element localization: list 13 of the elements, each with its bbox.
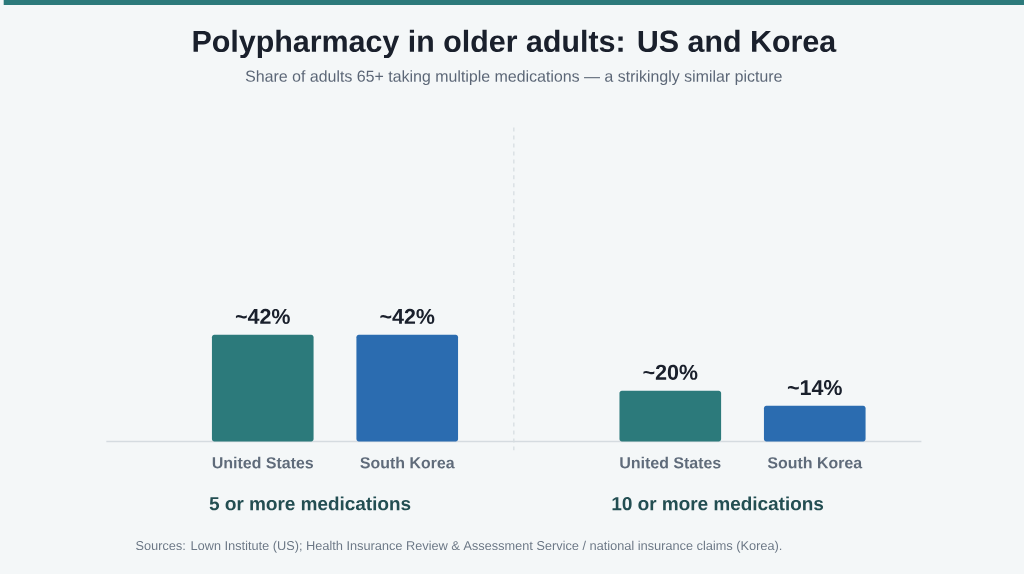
- chart-subtitle: Share of adults 65+ taking multiple medications — a strikingly similar picture: [245, 70, 782, 86]
- x-tick-label: United States: [212, 456, 314, 469]
- x-tick-label: South Korea: [767, 456, 863, 469]
- x-axis-title: 5 or more medications: [209, 496, 411, 511]
- data-label: ~14%: [787, 380, 842, 396]
- data-label: ~42%: [380, 308, 435, 325]
- source-note: Sources: Lown Institute (US); Health Insurance Review & Assessment Service / national insurance claims (Korea).: [136, 540, 782, 553]
- x-axis-title: 10 or more medications: [612, 496, 824, 511]
- x-tick-label: South Korea: [360, 456, 455, 469]
- x-tick-label: United States: [620, 456, 721, 469]
- chart-title: Polypharmacy in older adults: US and Korea: [193, 29, 837, 59]
- data-label: ~20%: [643, 364, 698, 380]
- data-label: ~42%: [235, 308, 290, 325]
